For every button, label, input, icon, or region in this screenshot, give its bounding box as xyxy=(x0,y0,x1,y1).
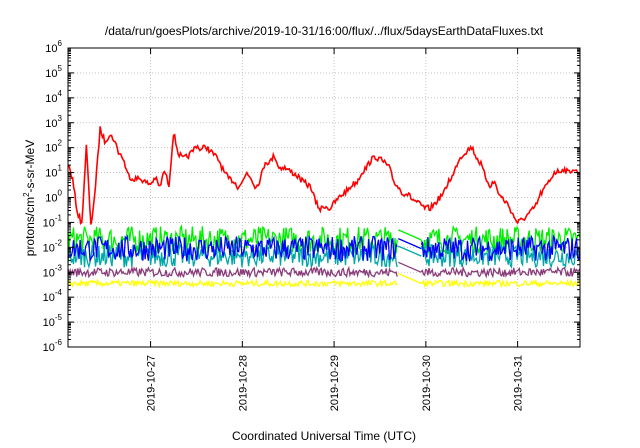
x-axis-label: Coordinated Universal Time (UTC) xyxy=(232,429,416,443)
y-tick-label: 10-2 xyxy=(43,238,63,254)
y-tick-label: 10-1 xyxy=(43,213,63,229)
x-tick-label: 2019-10-27 xyxy=(146,355,158,411)
x-tick-label: 2019-10-30 xyxy=(421,355,433,411)
y-axis-label: protons/cm2-s-sr-MeV xyxy=(22,140,37,256)
y-tick-label: 100 xyxy=(45,189,62,205)
y-tick-label: 10-4 xyxy=(43,288,63,304)
y-tick-label: 103 xyxy=(45,114,62,130)
y-tick-label: 10-5 xyxy=(43,313,63,329)
x-axis: 2019-10-27 2019-10-28 2019-10-29 2019-10-30… xyxy=(146,48,525,411)
series-layer xyxy=(67,126,581,289)
y-tick-label: 105 xyxy=(45,64,62,80)
y-tick-label: 106 xyxy=(45,39,62,55)
y-tick-label: 101 xyxy=(45,164,62,180)
chart-title: /data/run/goesPlots/archive/2019-10-31/1… xyxy=(105,24,544,38)
x-tick-label: 2019-10-28 xyxy=(237,355,249,411)
series-line-purple xyxy=(67,261,581,279)
y-tick-label: 10-6 xyxy=(43,338,63,354)
y-tick-label: 104 xyxy=(45,89,62,105)
series-line-red xyxy=(67,126,581,225)
y-axis: 10-6 10-5 10-4 10-3 10-2 10-1 100 101 102 103 104 1… xyxy=(43,39,580,354)
y-axis-label-sup: 2 xyxy=(22,192,31,197)
x-tick-label: 2019-10-31 xyxy=(513,355,525,411)
y-tick-label: 10-3 xyxy=(43,263,63,279)
y-tick-label: 102 xyxy=(45,139,62,155)
series-line-yellow xyxy=(67,272,580,289)
y-axis-label-post: -s-sr-MeV xyxy=(23,140,37,193)
x-tick-label: 2019-10-29 xyxy=(329,355,341,411)
series-line-blue xyxy=(67,234,581,263)
y-axis-label-pre: protons/cm xyxy=(23,197,37,256)
